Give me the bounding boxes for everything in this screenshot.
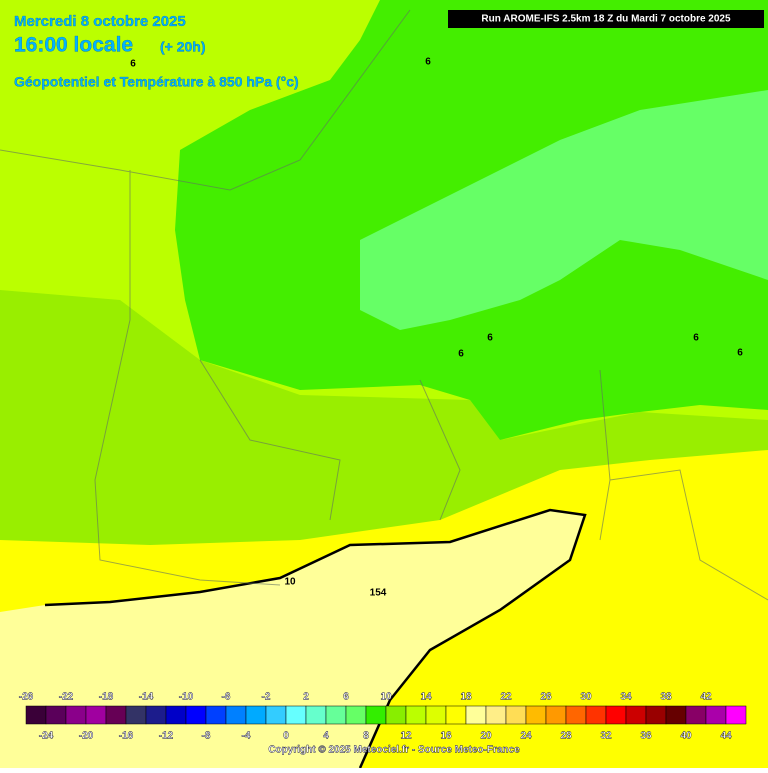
legend-tick-label: 16: [440, 731, 452, 742]
legend-tick-label: 4: [323, 731, 329, 742]
legend-tick-label: -18: [99, 692, 114, 703]
legend-swatch: [145, 705, 167, 725]
legend-tick-label: 2: [303, 692, 309, 703]
legend-tick-label: -24: [39, 731, 54, 742]
legend-swatch: [505, 705, 527, 725]
borders: [0, 9, 768, 601]
legend-tick-label: 6: [343, 692, 349, 703]
legend-swatch: [265, 705, 287, 725]
legend-swatch: [305, 705, 327, 725]
legend-tick-label: 12: [400, 731, 412, 742]
contour-label: 6: [130, 59, 136, 70]
legend-tick-label: 38: [660, 692, 672, 703]
zone-mint: [360, 90, 768, 330]
legend-tick-label: 14: [420, 692, 432, 703]
legend-swatch: [605, 705, 627, 725]
legend-swatch: [525, 705, 547, 725]
legend-swatch: [225, 705, 247, 725]
legend-swatch: [105, 705, 127, 725]
legend-swatch: [545, 705, 567, 725]
legend-tick-label: 8: [363, 731, 369, 742]
legend-swatch: [705, 705, 727, 725]
legend-tick-label: 24: [520, 731, 532, 742]
legend-tick-label: 26: [540, 692, 552, 703]
legend-swatch: [725, 705, 747, 725]
legend-tick-label: 0: [283, 731, 289, 742]
legend-swatch: [285, 705, 307, 725]
copyright: Copyright © 2025 Meteociel.fr - Source M…: [268, 745, 520, 756]
legend-swatch: [485, 705, 507, 725]
subtitle: Géopotentiel et Température à 850 hPa (°…: [14, 74, 299, 90]
legend-swatch: [385, 705, 407, 725]
legend-tick-label: 10: [380, 692, 392, 703]
legend-tick-label: -16: [119, 731, 134, 742]
contour-label: 6: [737, 348, 743, 359]
legend-swatch: [25, 705, 47, 725]
legend: -26-24-22-20-18-16-14-12-10-8-6-4-202468…: [19, 691, 747, 742]
legend-swatch: [205, 705, 227, 725]
legend-tick-label: 42: [700, 692, 712, 703]
legend-tick-label: -2: [262, 692, 271, 703]
contour-label: 154: [370, 588, 387, 599]
legend-swatch: [405, 705, 427, 725]
legend-tick-label: 44: [720, 731, 732, 742]
contour-label: 6: [425, 57, 431, 68]
legend-tick-label: -6: [222, 692, 231, 703]
run-info-box: [448, 10, 764, 28]
legend-swatch: [365, 705, 387, 725]
legend-swatch: [165, 705, 187, 725]
legend-swatch: [425, 705, 447, 725]
legend-tick-label: -12: [159, 731, 174, 742]
legend-swatch: [325, 705, 347, 725]
legend-tick-label: -4: [242, 731, 251, 742]
legend-tick-label: -14: [139, 692, 154, 703]
legend-swatch: [665, 705, 687, 725]
date: Mercredi 8 octobre 2025: [14, 13, 186, 30]
legend-swatch: [45, 705, 67, 725]
legend-tick-label: -8: [202, 731, 211, 742]
contour-label: 6: [693, 333, 699, 344]
legend-tick-label: 18: [460, 692, 472, 703]
legend-swatch: [465, 705, 487, 725]
contour-label: 6: [487, 333, 493, 344]
legend-tick-label: -10: [179, 692, 194, 703]
run-info: Run AROME-IFS 2.5km 18 Z du Mardi 7 octo…: [481, 14, 731, 25]
legend-swatch: [645, 705, 667, 725]
legend-swatch: [445, 705, 467, 725]
legend-tick-label: -20: [79, 731, 94, 742]
legend-tick-label: 20: [480, 731, 492, 742]
legend-swatch: [685, 705, 707, 725]
legend-tick-label: 32: [600, 731, 612, 742]
zone-pale-yellow: [0, 510, 585, 768]
legend-tick-label: 22: [500, 692, 512, 703]
legend-tick-label: -22: [59, 692, 74, 703]
contour-label: 10: [284, 577, 296, 588]
legend-tick-label: -26: [19, 692, 34, 703]
legend-swatch: [585, 705, 607, 725]
time: 16:00 locale: [14, 34, 133, 57]
legend-tick-label: 30: [580, 692, 592, 703]
legend-tick-label: 36: [640, 731, 652, 742]
lead: (+ 20h): [160, 39, 206, 55]
legend-swatch: [625, 705, 647, 725]
legend-tick-label: 34: [620, 692, 632, 703]
legend-swatch: [565, 705, 587, 725]
legend-swatch: [65, 705, 87, 725]
legend-swatch: [345, 705, 367, 725]
legend-tick-label: 40: [680, 731, 692, 742]
isotherm-10: [44, 508, 587, 769]
legend-tick-label: 28: [560, 731, 572, 742]
legend-swatch: [85, 705, 107, 725]
legend-swatch: [245, 705, 267, 725]
legend-swatch: [185, 705, 207, 725]
legend-swatch: [125, 705, 147, 725]
contour-label: 6: [458, 349, 464, 360]
